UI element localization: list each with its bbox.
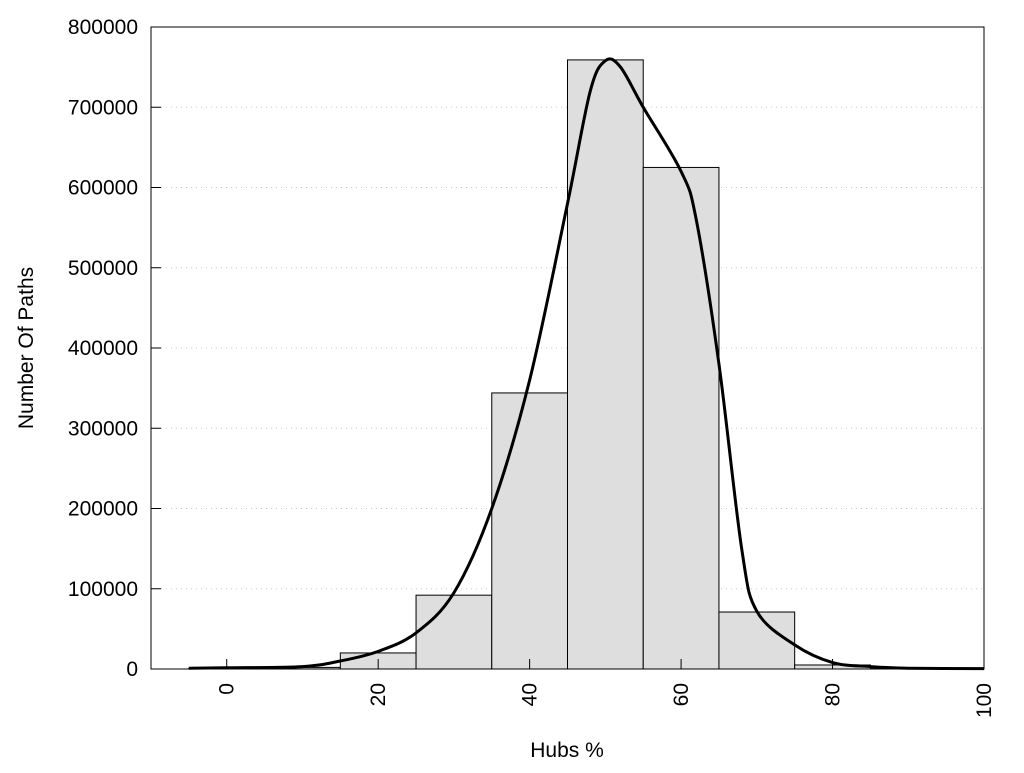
x-axis-label: Hubs % xyxy=(530,739,604,762)
x-tick-label: 40 xyxy=(519,683,542,706)
y-tick-label: 300000 xyxy=(68,417,138,440)
x-tick-label: 0 xyxy=(216,683,239,695)
bar xyxy=(416,595,492,669)
y-tick-label: 800000 xyxy=(68,16,138,39)
bar xyxy=(492,393,568,669)
y-tick-label: 700000 xyxy=(68,96,138,119)
bar xyxy=(643,167,719,669)
x-tick-label: 100 xyxy=(973,683,996,718)
bars xyxy=(189,60,946,669)
y-tick-label: 600000 xyxy=(68,177,138,200)
x-tick-label: 60 xyxy=(670,683,693,706)
y-tick-label: 500000 xyxy=(68,257,138,280)
y-axis: 0 100000 200000 300000 400000 500000 600000 700… xyxy=(68,16,161,681)
y-axis-label: Number Of Paths xyxy=(15,267,38,429)
bar xyxy=(719,612,795,669)
y-tick-label: 200000 xyxy=(68,498,138,521)
x-tick-label: 80 xyxy=(822,683,845,706)
y-tick-label: 400000 xyxy=(68,337,138,360)
x-tick-label: 20 xyxy=(367,683,390,706)
y-tick-label: 0 xyxy=(126,658,138,681)
y-tick-label: 100000 xyxy=(68,578,138,601)
